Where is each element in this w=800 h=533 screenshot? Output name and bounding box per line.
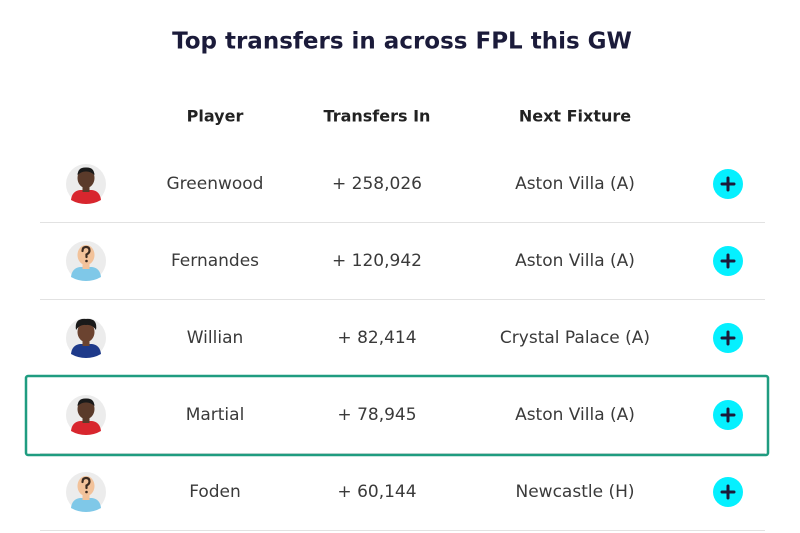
avatar-neck [82,494,90,500]
add-button-icon [720,176,736,192]
column-header: Transfers In [324,107,431,126]
avatar-shirt [71,344,101,358]
question-dot [85,259,88,263]
table-cell: + 60,144 [337,482,416,502]
table-cell: Martial [186,405,245,425]
add-button[interactable] [713,323,743,353]
add-button-icon [720,407,736,423]
avatar-hair [75,318,97,330]
table-cell: Newcastle (H) [516,482,635,502]
column-header: Next Fixture [519,107,631,126]
player-avatar [66,164,106,204]
add-button[interactable] [713,400,743,430]
add-button[interactable] [713,169,743,199]
table-row: Willian + 82,414 Crystal Palace (A) [40,318,765,377]
avatar-neck [82,186,90,192]
table-cell: Fernandes [171,251,259,271]
table-cell: Aston Villa (A) [515,251,635,271]
avatar-head [77,322,95,342]
question-mark [81,245,91,259]
table-cell: Foden [189,482,241,502]
table-row: Foden + 60,144 Newcastle (H) [40,472,765,531]
column-header: Player [187,107,244,126]
avatar-hair [77,398,95,406]
avatar-head [77,399,95,419]
question-mark [81,476,91,490]
table-cell: Aston Villa (A) [515,405,635,425]
table-cell: Greenwood [167,174,264,194]
avatar-shirt [71,267,101,281]
add-button-icon [720,253,736,269]
add-button[interactable] [713,477,743,507]
table-cell: Aston Villa (A) [515,174,635,194]
avatar-shirt [71,498,101,512]
avatar-shirt [71,190,101,204]
table-cell: Willian [187,328,244,348]
title: Top transfers in across FPL this GW [172,29,632,55]
add-button-icon [720,484,736,500]
table-cell: + 78,945 [337,405,416,425]
avatar-head [77,168,95,188]
avatar-neck [82,263,90,269]
add-button-icon [720,330,736,346]
table-row: Martial + 78,945 Aston Villa (A) [40,395,765,454]
avatar-shirt [71,421,101,435]
avatar-hair [77,167,95,175]
highlight-box [24,374,770,457]
avatar-neck [82,340,90,346]
player-avatar [66,241,106,281]
table-cell: + 120,942 [332,251,422,271]
question-dot [85,490,88,494]
table-cell: + 82,414 [337,328,416,348]
player-avatar [66,472,106,512]
player-avatar [66,318,106,358]
avatar-neck [82,417,90,423]
add-button[interactable] [713,246,743,276]
table-row: Fernandes + 120,942 Aston Villa (A) [40,241,765,300]
table-row: Greenwood + 258,026 Aston Villa (A) [40,164,765,223]
player-avatar [66,395,106,435]
table-cell: Crystal Palace (A) [500,328,650,348]
table-cell: + 258,026 [332,174,422,194]
